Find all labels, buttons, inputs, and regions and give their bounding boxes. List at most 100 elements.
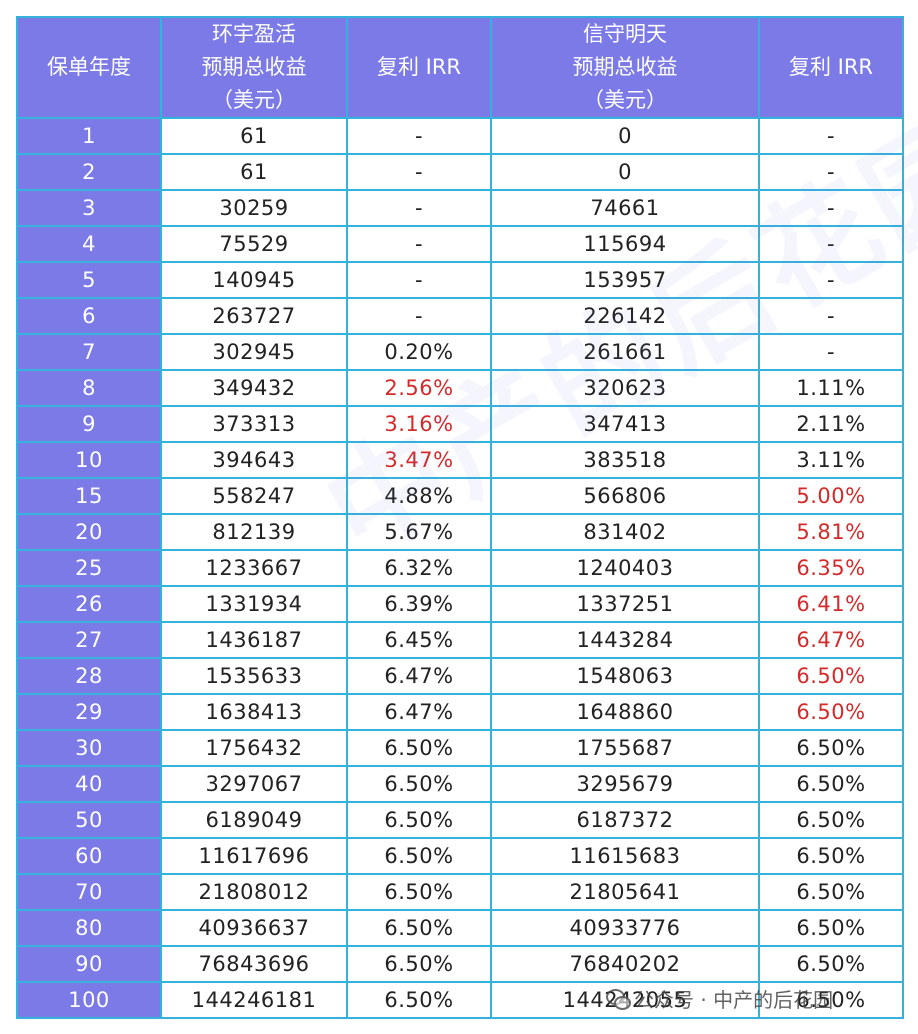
table-row: 40 3297067 6.50% 3295679 6.50%: [16, 765, 904, 803]
cell-product-a-irr: 6.50%: [346, 765, 492, 803]
header-line: 信守明天: [583, 22, 667, 46]
cell-product-a-total: 61: [160, 153, 348, 191]
cell-product-a-irr: 6.50%: [346, 945, 492, 983]
cell-policy-year: 9: [16, 405, 162, 443]
cell-product-b-irr: -: [758, 117, 904, 155]
table-row: 27 1436187 6.45% 1443284 6.47%: [16, 621, 904, 659]
cell-policy-year: 2: [16, 153, 162, 191]
cell-product-a-irr: 3.16%: [346, 405, 492, 443]
irr-comparison-table: 保单年度 环宇盈活 预期总收益 （美元） 复利 IRR 信守明天 预期总收益 （美元） 复利 I…: [16, 16, 904, 1019]
cell-product-b-irr: 6.47%: [758, 621, 904, 659]
cell-product-b-irr: 1.11%: [758, 369, 904, 407]
cell-product-a-total: 1535633: [160, 657, 348, 695]
cell-product-a-irr: 6.47%: [346, 657, 492, 695]
cell-product-b-total: 1240403: [490, 549, 760, 587]
header-line: 环宇盈活: [212, 22, 296, 46]
table-row: 28 1535633 6.47% 1548063 6.50%: [16, 657, 904, 695]
cell-policy-year: 100: [16, 981, 162, 1019]
cell-product-a-irr: -: [346, 153, 492, 191]
cell-policy-year: 6: [16, 297, 162, 335]
cell-product-a-total: 75529: [160, 225, 348, 263]
cell-product-a-irr: 2.56%: [346, 369, 492, 407]
header-line: 保单年度: [47, 55, 131, 79]
cell-product-b-irr: 6.35%: [758, 549, 904, 587]
cell-policy-year: 7: [16, 333, 162, 371]
cell-product-b-total: 74661: [490, 189, 760, 227]
cell-product-b-total: 1755687: [490, 729, 760, 767]
cell-product-b-total: 320623: [490, 369, 760, 407]
cell-product-b-irr: -: [758, 297, 904, 335]
header-product-b-irr: 复利 IRR: [758, 16, 904, 119]
table-row: 8 349432 2.56% 320623 1.11%: [16, 369, 904, 407]
cell-product-b-irr: -: [758, 225, 904, 263]
cell-product-b-irr: 5.81%: [758, 513, 904, 551]
cell-product-b-total: 261661: [490, 333, 760, 371]
cell-product-a-irr: 5.67%: [346, 513, 492, 551]
cell-product-a-irr: -: [346, 189, 492, 227]
cell-policy-year: 4: [16, 225, 162, 263]
cell-product-a-total: 11617696: [160, 837, 348, 875]
cell-product-b-total: 0: [490, 153, 760, 191]
cell-policy-year: 27: [16, 621, 162, 659]
cell-policy-year: 15: [16, 477, 162, 515]
table-row: 100 144246181 6.50% 144242055 6.50%: [16, 981, 904, 1019]
cell-policy-year: 3: [16, 189, 162, 227]
cell-product-a-total: 373313: [160, 405, 348, 443]
table-row: 25 1233667 6.32% 1240403 6.35%: [16, 549, 904, 587]
header-line: 复利 IRR: [788, 55, 874, 79]
cell-product-b-total: 21805641: [490, 873, 760, 911]
cell-product-b-irr: -: [758, 153, 904, 191]
cell-product-a-total: 21808012: [160, 873, 348, 911]
cell-product-a-irr: 6.32%: [346, 549, 492, 587]
cell-product-b-irr: 6.50%: [758, 873, 904, 911]
cell-product-a-total: 1233667: [160, 549, 348, 587]
cell-product-a-total: 1331934: [160, 585, 348, 623]
cell-product-a-irr: 6.50%: [346, 837, 492, 875]
table-row: 10 394643 3.47% 383518 3.11%: [16, 441, 904, 479]
cell-product-b-total: 115694: [490, 225, 760, 263]
cell-product-a-irr: 6.39%: [346, 585, 492, 623]
cell-product-a-irr: 6.50%: [346, 909, 492, 947]
cell-product-b-irr: 6.50%: [758, 765, 904, 803]
cell-product-a-total: 812139: [160, 513, 348, 551]
cell-product-b-irr: 6.50%: [758, 657, 904, 695]
cell-product-b-total: 11615683: [490, 837, 760, 875]
cell-product-b-irr: 3.11%: [758, 441, 904, 479]
header-product-a-irr: 复利 IRR: [346, 16, 492, 119]
cell-product-b-irr: 6.50%: [758, 729, 904, 767]
cell-product-b-irr: -: [758, 189, 904, 227]
cell-policy-year: 28: [16, 657, 162, 695]
cell-product-b-total: 153957: [490, 261, 760, 299]
cell-product-b-irr: 5.00%: [758, 477, 904, 515]
cell-product-a-total: 6189049: [160, 801, 348, 839]
cell-product-a-total: 76843696: [160, 945, 348, 983]
cell-product-a-total: 61: [160, 117, 348, 155]
cell-product-b-irr: 6.50%: [758, 693, 904, 731]
cell-product-b-irr: 6.50%: [758, 837, 904, 875]
header-line: 预期总收益: [572, 55, 678, 79]
cell-product-a-irr: 6.47%: [346, 693, 492, 731]
cell-product-a-total: 144246181: [160, 981, 348, 1019]
table-body: 1 61-0-2 61-0-3 30259-74661-4 75529-115694-5…: [16, 117, 904, 1019]
cell-product-a-total: 1756432: [160, 729, 348, 767]
cell-product-b-irr: -: [758, 261, 904, 299]
cell-product-a-total: 1638413: [160, 693, 348, 731]
table-row: 50 6189049 6.50% 6187372 6.50%: [16, 801, 904, 839]
table-row: 30 1756432 6.50% 1755687 6.50%: [16, 729, 904, 767]
cell-product-b-irr: 6.50%: [758, 909, 904, 947]
cell-product-b-total: 40933776: [490, 909, 760, 947]
cell-product-a-irr: 0.20%: [346, 333, 492, 371]
cell-product-b-total: 347413: [490, 405, 760, 443]
header-product-a-total: 环宇盈活 预期总收益 （美元）: [160, 16, 348, 119]
table-row: 80 40936637 6.50% 40933776 6.50%: [16, 909, 904, 947]
table-row: 1 61-0-: [16, 117, 904, 155]
cell-product-b-total: 144242055: [490, 981, 760, 1019]
cell-product-b-total: 831402: [490, 513, 760, 551]
cell-product-a-total: 140945: [160, 261, 348, 299]
cell-policy-year: 30: [16, 729, 162, 767]
cell-policy-year: 10: [16, 441, 162, 479]
header-line: （美元）: [583, 88, 667, 112]
cell-product-b-total: 1648860: [490, 693, 760, 731]
cell-product-b-total: 566806: [490, 477, 760, 515]
cell-policy-year: 80: [16, 909, 162, 947]
